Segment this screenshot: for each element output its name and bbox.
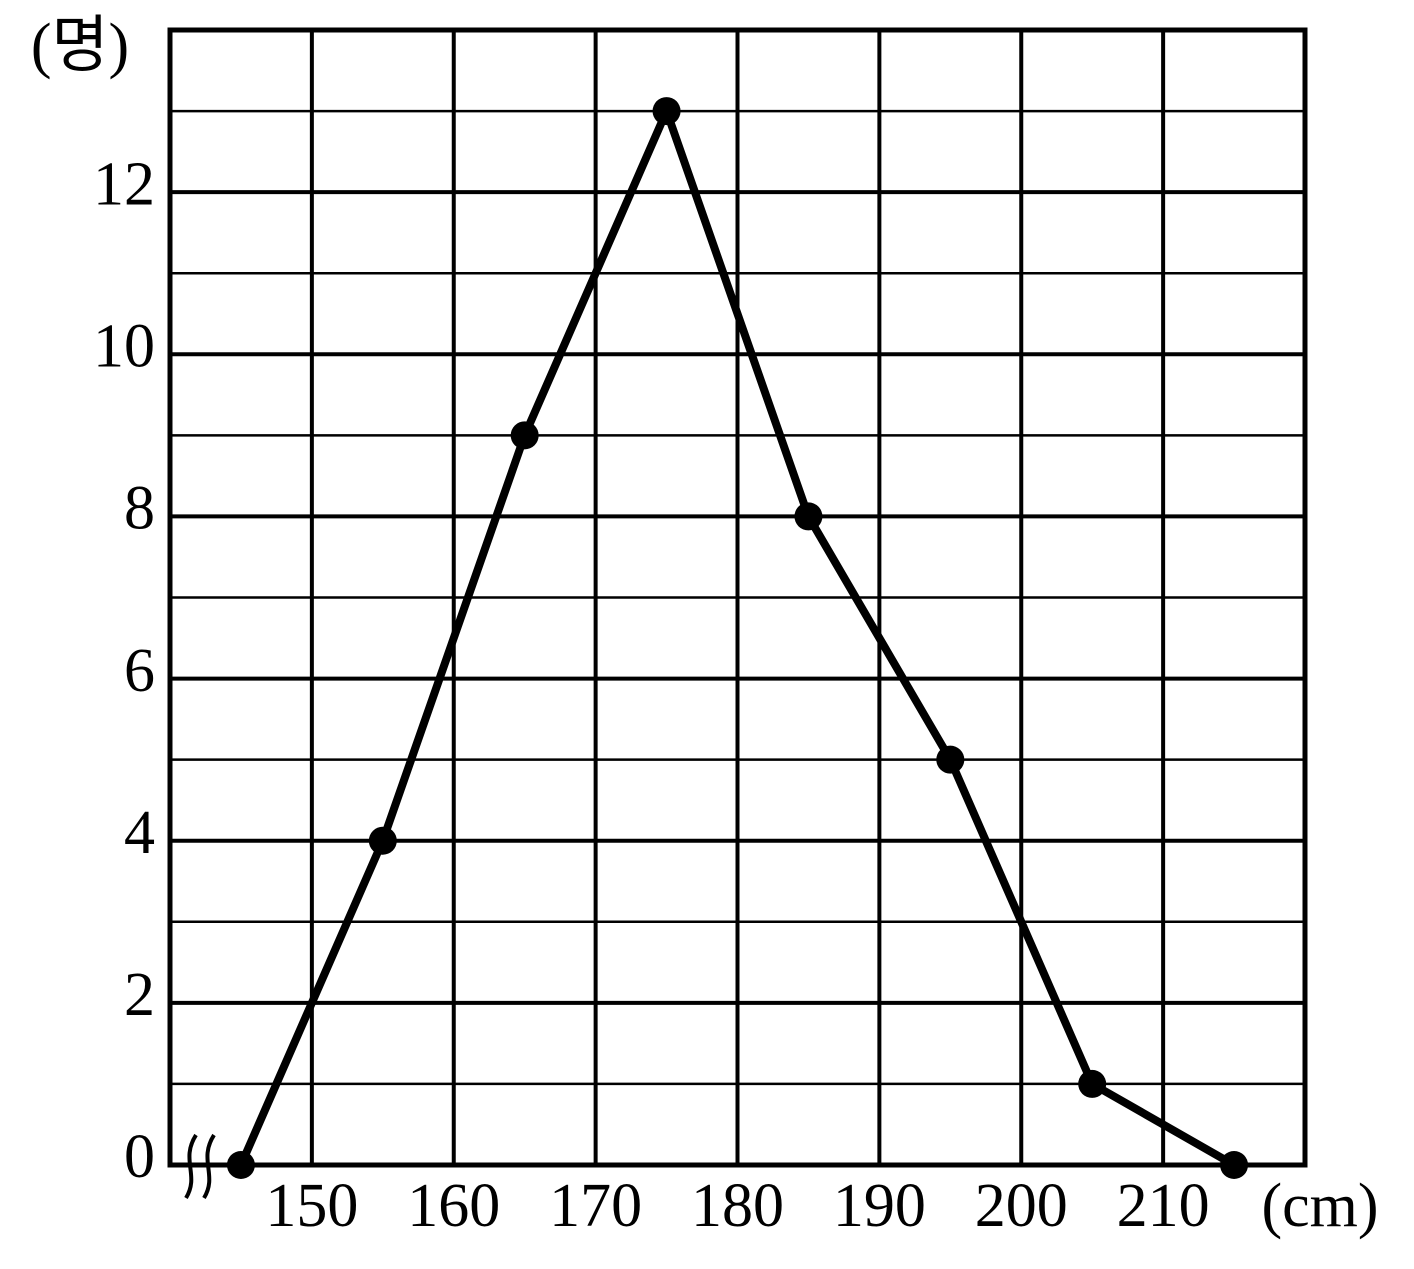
- y-tick-label: 6: [124, 637, 155, 705]
- y-axis-label: (명): [31, 12, 129, 80]
- plot-frame: [167, 27, 1308, 1168]
- x-tick-label: 190: [833, 1172, 926, 1240]
- data-point: [510, 421, 539, 450]
- data-point: [1220, 1151, 1249, 1179]
- x-tick-label: 150: [265, 1172, 358, 1240]
- y-tick-label: 12: [93, 150, 155, 218]
- y-tick-label: 8: [124, 475, 155, 543]
- x-tick-label: 200: [975, 1172, 1068, 1240]
- x-tick-label: 180: [691, 1172, 784, 1240]
- data-point: [226, 1151, 255, 1179]
- y-tick-label: 10: [93, 313, 155, 381]
- x-tick-label: 160: [407, 1172, 500, 1240]
- y-tick-label: 2: [124, 961, 155, 1029]
- data-line: [237, 107, 1237, 1169]
- data-point: [1078, 1069, 1107, 1098]
- data-point: [652, 97, 681, 126]
- y-tick-label: 4: [124, 799, 155, 867]
- data-point: [936, 745, 965, 774]
- y-tick-label: 0: [124, 1123, 155, 1191]
- x-tick-label: 210: [1117, 1172, 1210, 1240]
- x-axis-label: (cm): [1261, 1172, 1378, 1240]
- data-point: [368, 826, 397, 855]
- x-tick-label: 170: [549, 1172, 642, 1240]
- data-point: [794, 502, 823, 531]
